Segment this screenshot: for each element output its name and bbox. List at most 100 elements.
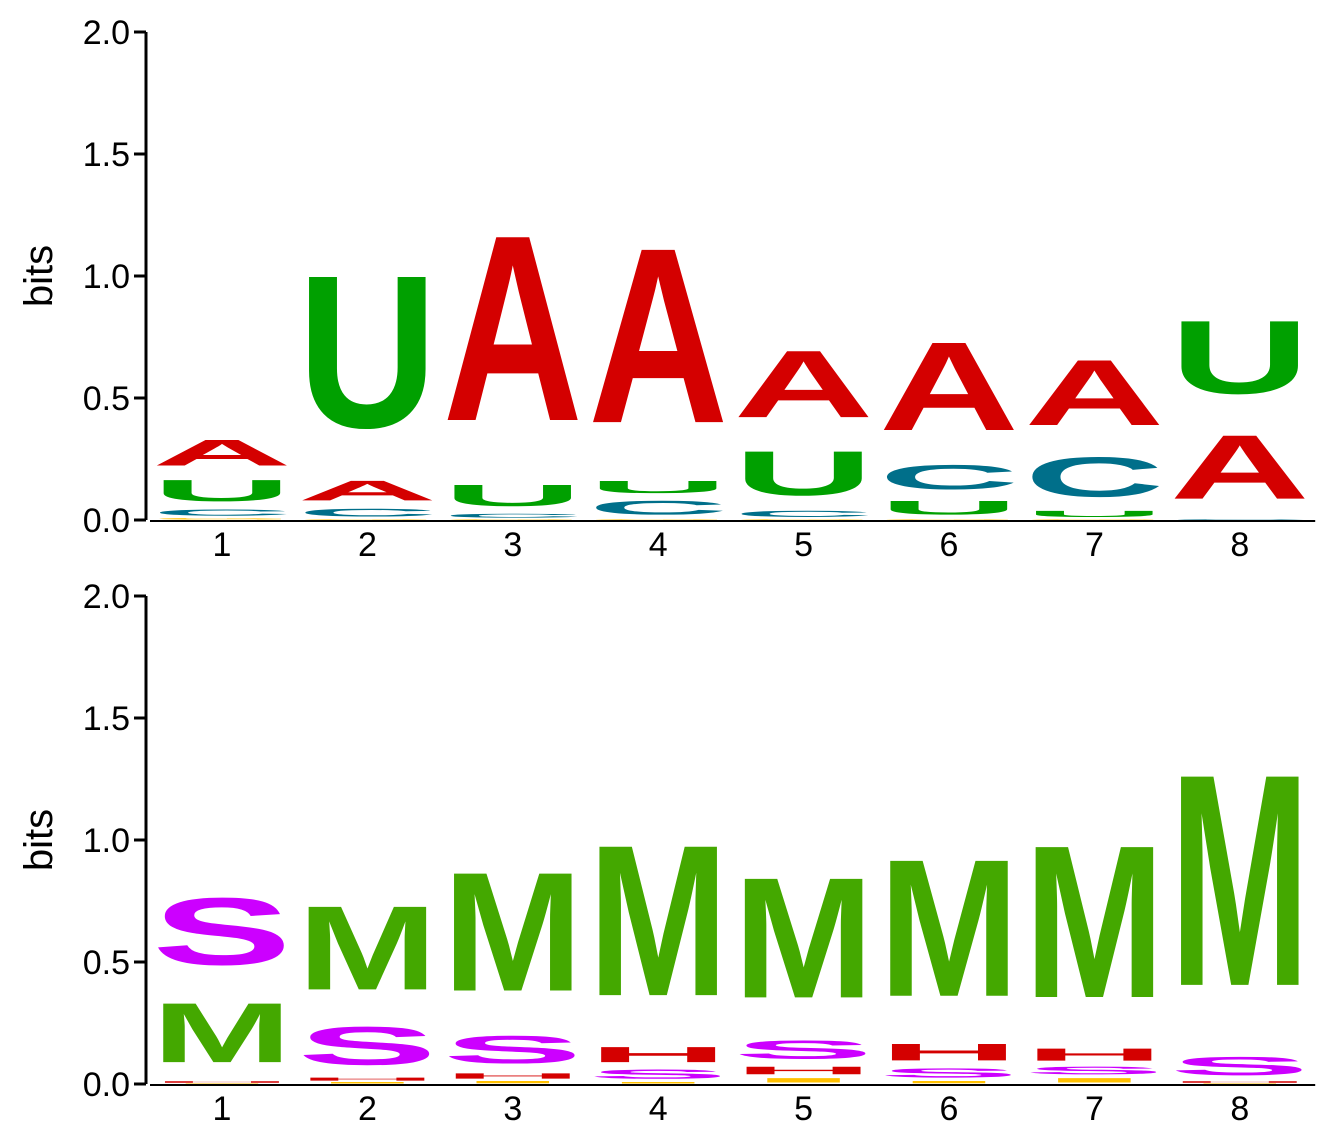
logo-letter-c: C — [1170, 519, 1310, 520]
logo-letter-a: A — [297, 475, 437, 506]
logo-letter-c: C — [297, 507, 437, 519]
logo-letter-c: C — [152, 508, 292, 518]
y-axis-title: bits — [17, 245, 61, 307]
logo-letter-a: A — [1170, 417, 1310, 519]
logo-letter-s: S — [734, 1035, 874, 1064]
logo-letter-h: H — [879, 1039, 1019, 1066]
x-tick-label: 3 — [503, 526, 522, 564]
logo-letter-u: U — [1170, 299, 1310, 416]
logo-letter-i: I — [879, 1080, 1019, 1084]
x-tick-label: 1 — [213, 1090, 232, 1128]
x-tick-label: 7 — [1085, 1090, 1104, 1128]
logo-letter-a: A — [1024, 341, 1164, 446]
logo-letter-u: U — [1024, 509, 1164, 519]
x-tick-label: 8 — [1230, 526, 1249, 564]
logo-letter-i: I — [297, 1082, 437, 1084]
logo-stack: CAU — [1170, 299, 1310, 520]
logo-letter-c: C — [879, 458, 1019, 497]
logo-letter-h: H — [297, 1077, 437, 1082]
logo-letter-h: H — [1024, 1045, 1164, 1065]
logo-letter-u: U — [297, 229, 437, 473]
y-tick-label: 1.5 — [83, 136, 130, 174]
logo-letter-g: G — [297, 519, 437, 520]
logo-letter-i: I — [443, 1080, 583, 1084]
logo-letter-u: U — [734, 438, 874, 509]
logo-letter-a: A — [443, 180, 583, 477]
logo-letter-i: I — [1170, 1083, 1310, 1084]
x-tick-label: 2 — [358, 526, 377, 564]
x-tick-label: 6 — [940, 1090, 959, 1128]
logo-letter-h: H — [734, 1065, 874, 1077]
logo-letter-a: A — [152, 432, 292, 473]
logo-letter-i: I — [734, 1077, 874, 1084]
logo-letter-g: G — [152, 518, 292, 520]
y-tick-label: 0.5 — [83, 380, 130, 418]
logo-letter-c: C — [443, 513, 583, 519]
x-tick-label: 8 — [1230, 1090, 1249, 1128]
logo-letter-i: I — [1024, 1077, 1164, 1084]
x-tick-label: 3 — [503, 1090, 522, 1128]
logo-letter-u: U — [588, 477, 728, 497]
y-tick-label: 1.0 — [83, 822, 130, 860]
logo-letter-m: M — [152, 986, 292, 1081]
y-tick-label: 1.5 — [83, 700, 130, 738]
x-tick-label: 5 — [794, 1090, 813, 1128]
logo-letter-s: S — [879, 1066, 1019, 1081]
logo-letter-g: G — [443, 519, 583, 520]
logo-letter-m: M — [443, 837, 583, 1027]
x-tick-label: 5 — [794, 526, 813, 564]
x-tick-label: 4 — [649, 526, 668, 564]
logo-letter-h: H — [152, 1081, 292, 1083]
logo-letter-m: M — [734, 843, 874, 1035]
logo-letter-i: I — [588, 1082, 728, 1084]
logo-letter-s: S — [297, 1016, 437, 1077]
logo-letter-m: M — [1024, 801, 1164, 1044]
logo-letter-s: S — [443, 1028, 583, 1072]
logo-letter-c: C — [734, 509, 874, 519]
logo-letter-m: M — [879, 819, 1019, 1038]
logo-letter-c: C — [1024, 446, 1164, 509]
logo-letter-u: U — [443, 478, 583, 512]
x-tick-label: 6 — [940, 526, 959, 564]
y-axis-title: bits — [17, 809, 61, 871]
logo-letter-a: A — [588, 196, 728, 476]
logo-letter-m: M — [297, 881, 437, 1015]
logo-letter-i: I — [152, 1083, 292, 1084]
y-tick-label: 2.0 — [83, 14, 130, 52]
logo-letter-m: M — [1170, 710, 1310, 1049]
logo-letter-g: G — [734, 519, 874, 520]
logo-letter-s: S — [152, 878, 292, 986]
logo-letter-g: G — [879, 519, 1019, 520]
logo-letter-s: S — [588, 1067, 728, 1082]
y-tick-label: 2.0 — [83, 578, 130, 616]
logo-letter-s: S — [1170, 1051, 1310, 1080]
x-tick-label: 1 — [213, 526, 232, 564]
logo-letter-g: G — [1024, 519, 1164, 520]
y-tick-label: 0.5 — [83, 944, 130, 982]
logo-letter-g: G — [588, 519, 728, 520]
logo-letter-m: M — [588, 800, 728, 1041]
logo-letter-h: H — [443, 1072, 583, 1081]
logo-letter-a: A — [734, 331, 874, 438]
logo-letter-h: H — [588, 1043, 728, 1067]
y-tick-label: 1.0 — [83, 258, 130, 296]
x-tick-label: 2 — [358, 1090, 377, 1128]
